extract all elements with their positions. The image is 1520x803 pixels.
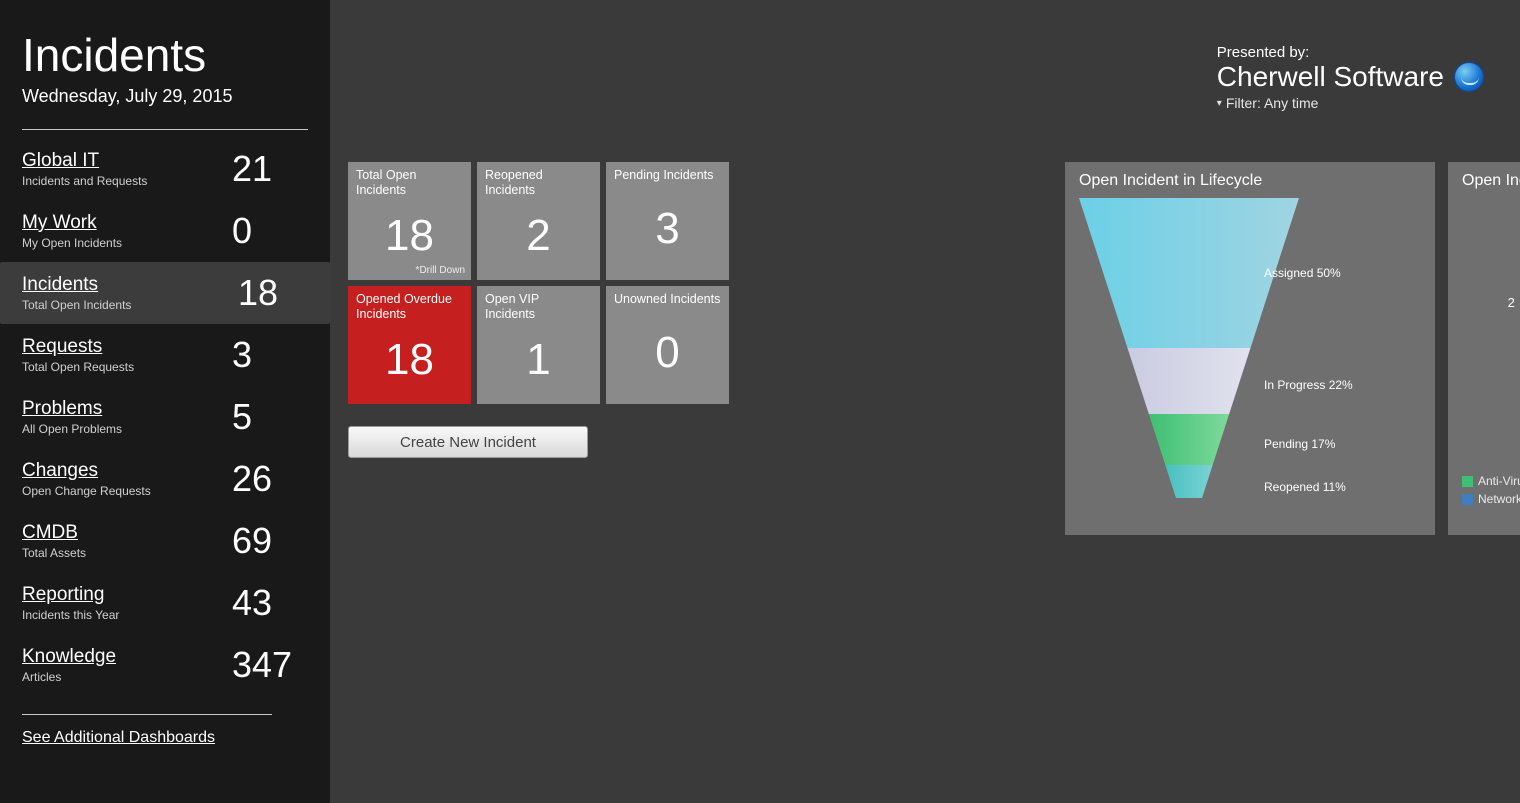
tile-label: Unowned Incidents: [614, 292, 721, 307]
donut-chart[interactable]: 341622: [1462, 198, 1520, 468]
tile-label: Pending Incidents: [614, 168, 721, 183]
sidebar-item-label: Problems: [22, 398, 122, 420]
sidebar-item-label: Incidents: [22, 274, 131, 296]
tile-label: Opened Overdue Incidents: [356, 292, 463, 322]
sidebar-item-count: 347: [232, 644, 302, 686]
sidebar-item-label: Reporting: [22, 584, 119, 606]
kpi-tile[interactable]: Open VIP Incidents 1: [477, 286, 600, 404]
donut-segment-label: 2: [1508, 295, 1515, 310]
donut-legend: Anti-VirusComputerDesktop ClientMisc. So…: [1462, 474, 1520, 506]
sidebar-item-knowledge[interactable]: Knowledge Articles 347: [22, 634, 308, 696]
sidebar-item-incidents[interactable]: Incidents Total Open Incidents 18: [0, 262, 330, 324]
funnel-chart[interactable]: Assigned 50% In Progress 22% Pending 17% Re…: [1079, 198, 1421, 508]
funnel-stage-label: Reopened 11%: [1264, 480, 1346, 494]
funnel-stage-label: Pending 17%: [1264, 437, 1335, 451]
sidebar-item-changes[interactable]: Changes Open Change Requests 26: [22, 448, 308, 510]
sidebar-item-count: 26: [232, 458, 302, 500]
sidebar-item-label: Global IT: [22, 150, 147, 172]
sidebar-nav: Global IT Incidents and Requests 21 My Work…: [22, 138, 308, 696]
page-date: Wednesday, July 29, 2015: [22, 86, 308, 107]
main-content: Presented by: Cherwell Software ▾ Filter…: [330, 0, 1520, 803]
presented-by-label: Presented by:: [1217, 44, 1484, 61]
sidebar-item-requests[interactable]: Requests Total Open Requests 3: [22, 324, 308, 386]
sidebar-item-global-it[interactable]: Global IT Incidents and Requests 21: [22, 138, 308, 200]
sidebar-item-sublabel: Open Change Requests: [22, 484, 151, 498]
sidebar-item-sublabel: Total Open Requests: [22, 360, 134, 374]
legend-item[interactable]: Anti-Virus: [1462, 474, 1520, 488]
tile-label: Reopened Incidents: [485, 168, 592, 198]
legend-swatch: [1462, 476, 1473, 487]
tile-value: 18: [356, 211, 463, 261]
tile-value: 1: [485, 335, 592, 385]
tile-label: Open VIP Incidents: [485, 292, 592, 322]
sidebar-item-sublabel: Total Open Incidents: [22, 298, 131, 312]
sidebar-item-count: 21: [232, 148, 302, 190]
sidebar-item-label: Requests: [22, 336, 134, 358]
create-new-incident-button[interactable]: Create New Incident: [348, 426, 588, 458]
filter-dropdown[interactable]: ▾ Filter: Any time: [1217, 95, 1484, 111]
tile-label: Total Open Incidents: [356, 168, 463, 198]
divider: [22, 129, 308, 130]
tile-value: 18: [356, 335, 463, 385]
sidebar-item-sublabel: My Open Incidents: [22, 236, 122, 250]
legend-swatch: [1462, 494, 1473, 505]
kpi-tile[interactable]: Reopened Incidents 2: [477, 162, 600, 280]
legend-label: Anti-Virus: [1478, 474, 1520, 488]
tile-value: 0: [614, 328, 721, 378]
sidebar-item-count: 43: [232, 582, 302, 624]
sidebar: Incidents Wednesday, July 29, 2015 Globa…: [0, 0, 330, 803]
filter-label: Filter: Any time: [1226, 95, 1319, 111]
chevron-down-icon: ▾: [1217, 98, 1222, 109]
tile-value: 2: [485, 211, 592, 261]
sidebar-item-label: Knowledge: [22, 646, 116, 668]
sidebar-item-label: CMDB: [22, 522, 86, 544]
funnel-stage-label: Assigned 50%: [1264, 266, 1341, 280]
sidebar-item-reporting[interactable]: Reporting Incidents this Year 43: [22, 572, 308, 634]
donut-panel: Open Incidents by Category 341622 Anti-V…: [1448, 162, 1520, 535]
page-title: Incidents: [22, 28, 308, 82]
sidebar-item-sublabel: Incidents this Year: [22, 608, 119, 622]
tile-value: 3: [614, 204, 721, 254]
see-more-dashboards-link[interactable]: See Additional Dashboards: [22, 729, 308, 747]
donut-title: Open Incidents by Category: [1462, 172, 1520, 190]
kpi-tile[interactable]: Total Open Incidents 18 *Drill Down: [348, 162, 471, 280]
sidebar-item-label: Changes: [22, 460, 151, 482]
sidebar-item-sublabel: All Open Problems: [22, 422, 122, 436]
sidebar-item-sublabel: Articles: [22, 670, 116, 684]
funnel-title: Open Incident in Lifecycle: [1079, 172, 1421, 190]
brand-name: Cherwell Software: [1217, 61, 1444, 93]
sidebar-item-count: 3: [232, 334, 302, 376]
sidebar-item-count: 0: [232, 210, 302, 252]
legend-item[interactable]: Network: [1462, 492, 1520, 506]
funnel-stage-label: In Progress 22%: [1264, 378, 1353, 392]
sidebar-item-count: 5: [232, 396, 302, 438]
brand-logo-icon: [1454, 62, 1484, 92]
sidebar-item-my-work[interactable]: My Work My Open Incidents 0: [22, 200, 308, 262]
header-right: Presented by: Cherwell Software ▾ Filter…: [1217, 44, 1484, 111]
sidebar-item-cmdb[interactable]: CMDB Total Assets 69: [22, 510, 308, 572]
sidebar-item-count: 18: [238, 272, 308, 314]
sidebar-item-sublabel: Total Assets: [22, 546, 86, 560]
kpi-tile[interactable]: Opened Overdue Incidents 18: [348, 286, 471, 404]
sidebar-item-count: 69: [232, 520, 302, 562]
kpi-tile[interactable]: Pending Incidents 3: [606, 162, 729, 280]
tile-drilldown-hint: *Drill Down: [416, 265, 465, 276]
sidebar-item-sublabel: Incidents and Requests: [22, 174, 147, 188]
sidebar-item-label: My Work: [22, 212, 122, 234]
legend-label: Network: [1478, 492, 1520, 506]
sidebar-item-problems[interactable]: Problems All Open Problems 5: [22, 386, 308, 448]
funnel-panel: Open Incident in Lifecycle Assigned 50% I…: [1065, 162, 1435, 535]
divider: [22, 714, 272, 715]
kpi-tile[interactable]: Unowned Incidents 0: [606, 286, 729, 404]
